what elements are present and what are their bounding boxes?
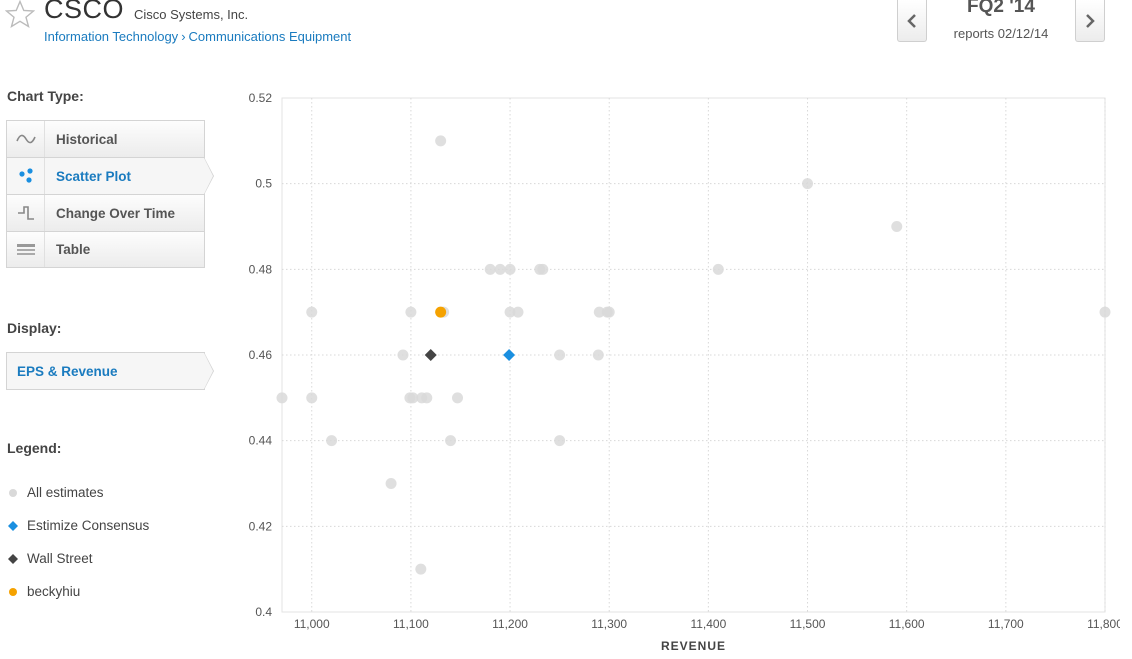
chevron-right-icon bbox=[1086, 13, 1095, 28]
legend-label-text: All estimates bbox=[27, 485, 104, 500]
tab-label: Scatter Plot bbox=[56, 168, 132, 184]
x-tick-label: 11,300 bbox=[591, 617, 627, 631]
data-point-circle bbox=[494, 263, 506, 275]
y-tick-label: 0.52 bbox=[249, 91, 273, 105]
legend-label-text: beckyhiu bbox=[27, 584, 81, 599]
next-quarter-button[interactable] bbox=[1075, 0, 1105, 42]
legend-label: Legend: bbox=[7, 440, 62, 456]
x-axis-title: REVENUE bbox=[661, 639, 726, 653]
x-tick-label: 11,700 bbox=[988, 617, 1024, 631]
data-point-circle bbox=[435, 135, 447, 147]
legend-item-estimize-consensus: Estimize Consensus bbox=[8, 518, 149, 533]
breadcrumb-industry[interactable]: Communications Equipment bbox=[188, 29, 352, 44]
data-point-circle bbox=[512, 306, 524, 318]
data-point-circle bbox=[445, 435, 457, 447]
x-tick-label: 11,500 bbox=[790, 617, 826, 631]
legend-label-text: Wall Street bbox=[27, 551, 93, 566]
x-tick-label: 11,600 bbox=[889, 617, 925, 631]
tab-historical[interactable]: Historical bbox=[6, 120, 205, 157]
data-point-circle bbox=[802, 178, 814, 190]
circle-marker-icon bbox=[8, 587, 18, 597]
fiscal-quarter: FQ2 '14 bbox=[967, 0, 1035, 17]
data-point-circle bbox=[276, 392, 288, 404]
data-point-circle bbox=[554, 435, 566, 447]
data-point-circle bbox=[306, 306, 318, 318]
chart-type-label: Chart Type: bbox=[7, 88, 84, 104]
data-point-circle bbox=[415, 563, 427, 575]
tab-label: Change Over Time bbox=[56, 205, 176, 221]
display-value: EPS & Revenue bbox=[17, 363, 118, 379]
data-point-circle bbox=[504, 306, 516, 318]
y-tick-label: 0.42 bbox=[249, 519, 273, 533]
company-name: Cisco Systems, Inc. bbox=[134, 7, 249, 22]
data-point-circle bbox=[592, 349, 604, 361]
data-point-circle bbox=[712, 263, 724, 275]
legend-item-all-estimates: All estimates bbox=[8, 485, 104, 500]
data-point-circle bbox=[385, 478, 397, 489]
data-point-circle bbox=[1099, 306, 1111, 318]
scatter-chart: 0.4 0.42 0.44 0.46 0.48 0.5 0.52 11,000 11,100 11… bbox=[249, 91, 1120, 653]
scatter-icon bbox=[7, 158, 45, 194]
data-point-circle bbox=[326, 435, 338, 447]
data-point-circle bbox=[484, 263, 496, 275]
data-point-circle bbox=[537, 263, 549, 275]
display-selector[interactable]: EPS & Revenue bbox=[6, 352, 214, 390]
data-point-circle bbox=[554, 349, 566, 361]
data-point-circle bbox=[306, 392, 318, 404]
data-point-circle bbox=[397, 349, 409, 361]
circle-marker-icon bbox=[8, 488, 18, 498]
diamond-marker-icon bbox=[8, 553, 18, 564]
tab-change-over-time[interactable]: Change Over Time bbox=[6, 194, 205, 231]
step-icon bbox=[7, 195, 45, 231]
star-icon[interactable] bbox=[5, 0, 35, 28]
data-point-circle bbox=[407, 392, 419, 404]
table-icon bbox=[7, 232, 45, 267]
display-label: Display: bbox=[7, 320, 62, 336]
data-point-circle bbox=[504, 263, 516, 275]
tab-label: Historical bbox=[56, 131, 118, 147]
wave-icon bbox=[7, 121, 45, 157]
diamond-marker-icon bbox=[8, 520, 18, 531]
ticker-symbol: CSCO bbox=[44, 0, 125, 24]
chevron-left-icon bbox=[907, 13, 916, 28]
data-point-circle bbox=[405, 306, 417, 318]
legend-item-wall-street: Wall Street bbox=[8, 551, 93, 566]
y-tick-label: 0.4 bbox=[255, 605, 272, 619]
data-point-circle bbox=[891, 221, 903, 232]
data-point-circle bbox=[435, 306, 447, 318]
data-point-diamond bbox=[424, 349, 437, 361]
y-tick-label: 0.5 bbox=[255, 177, 272, 191]
breadcrumb: Information Technology › Communications Eq… bbox=[44, 29, 351, 44]
x-tick-label: 11,200 bbox=[492, 617, 528, 631]
tab-scatter-plot[interactable]: Scatter Plot bbox=[6, 157, 214, 195]
y-tick-label: 0.46 bbox=[249, 348, 273, 362]
previous-quarter-button[interactable] bbox=[897, 0, 927, 42]
tab-label: Table bbox=[56, 242, 91, 257]
data-point-circle bbox=[603, 306, 615, 318]
chart-type-tabs: Historical Scatter Plot Change Over Time… bbox=[6, 120, 214, 268]
x-tick-label: 11,400 bbox=[690, 617, 726, 631]
report-date: reports 02/12/14 bbox=[953, 26, 1049, 41]
legend-item-beckyhiu: beckyhiu bbox=[8, 584, 80, 599]
breadcrumb-sector[interactable]: Information Technology bbox=[44, 29, 179, 44]
x-tick-label: 11,100 bbox=[393, 617, 429, 631]
y-tick-label: 0.48 bbox=[249, 262, 273, 276]
data-point-circle bbox=[452, 392, 464, 404]
data-point-circle bbox=[421, 392, 433, 404]
legend-label-text: Estimize Consensus bbox=[27, 518, 150, 533]
breadcrumb-separator: › bbox=[181, 29, 186, 44]
data-point-diamond bbox=[503, 349, 516, 361]
x-tick-label: 11,000 bbox=[294, 617, 330, 631]
x-tick-label: 11,800 bbox=[1087, 617, 1120, 631]
y-tick-label: 0.44 bbox=[249, 434, 273, 448]
tab-table[interactable]: Table bbox=[6, 231, 205, 268]
data-point-circle bbox=[593, 306, 605, 318]
